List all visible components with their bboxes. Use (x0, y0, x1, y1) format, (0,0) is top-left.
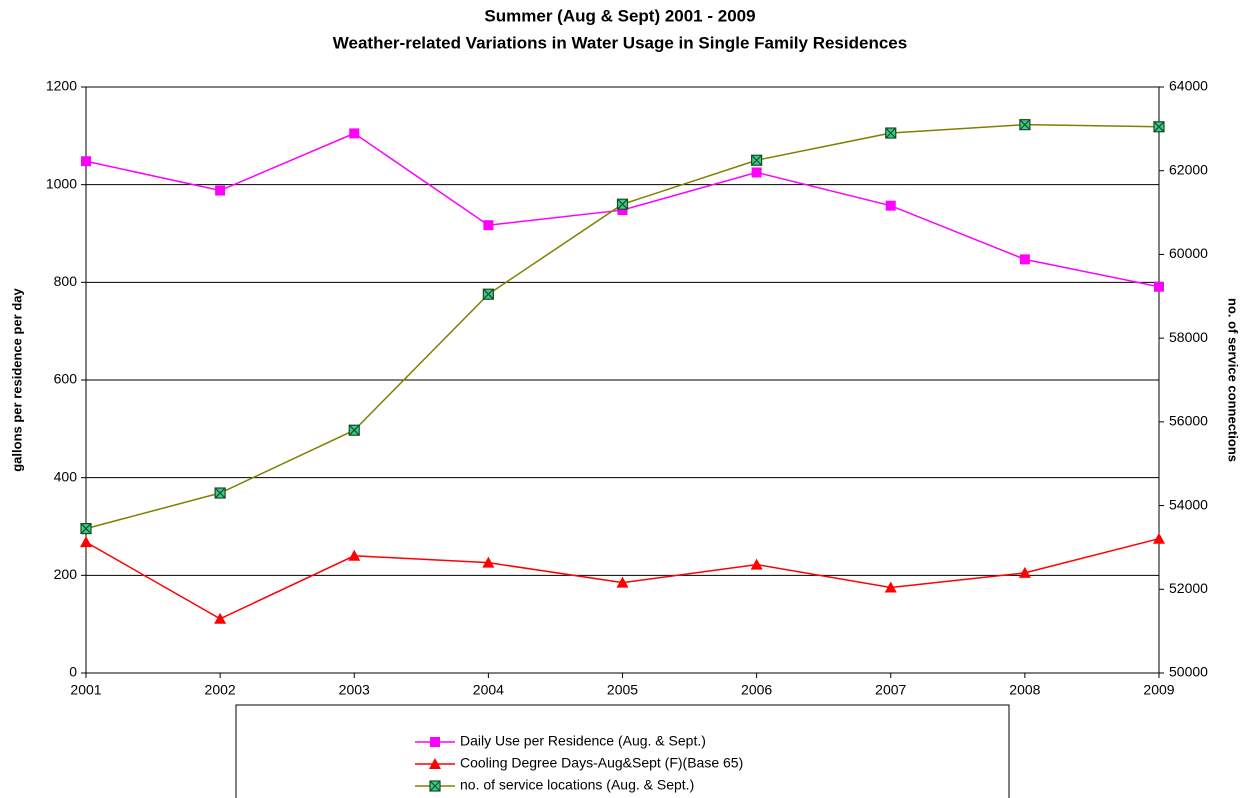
y-tick-label: 200 (54, 566, 78, 582)
legend-label: Daily Use per Residence (Aug. & Sept.) (460, 733, 706, 749)
x-tick-label: 2004 (473, 682, 504, 698)
marker (215, 185, 226, 196)
x-tick-label: 2002 (205, 682, 236, 698)
y2-tick-label: 50000 (1169, 664, 1208, 680)
y2-tick-label: 56000 (1169, 413, 1208, 429)
marker-cross (214, 487, 226, 499)
marker (616, 576, 629, 588)
marker (1018, 566, 1031, 578)
marker (349, 128, 360, 139)
x-tick-label: 2006 (741, 682, 772, 698)
marker-cross (80, 523, 92, 535)
y-tick-label: 800 (54, 273, 78, 289)
marker-cross (751, 154, 763, 166)
marker (214, 612, 227, 624)
marker-cross (885, 127, 897, 139)
chart-title: Weather-related Variations in Water Usag… (333, 33, 907, 52)
marker-cross (617, 198, 628, 210)
y2-tick-label: 62000 (1169, 161, 1208, 177)
marker-cross (482, 288, 494, 300)
line (85, 123, 1160, 530)
marker (430, 737, 440, 747)
marker (885, 200, 896, 211)
marker (884, 581, 897, 593)
y-tick-label: 600 (54, 371, 78, 387)
x-tick-label: 2009 (1143, 682, 1174, 698)
marker (348, 549, 361, 561)
y2-tick-label: 60000 (1169, 245, 1208, 261)
marker-cross (348, 424, 360, 436)
marker-cross (1019, 119, 1031, 131)
legend-box (235, 704, 1010, 798)
marker (750, 558, 763, 570)
y2-tick-label: 64000 (1169, 78, 1208, 94)
marker (617, 205, 628, 216)
marker (751, 167, 762, 178)
marker-cross (429, 780, 441, 792)
x-tick-label: 2001 (70, 682, 101, 698)
marker (482, 556, 495, 568)
y2-tick-label: 58000 (1169, 329, 1208, 345)
marker-cross (1153, 121, 1165, 133)
marker (1153, 532, 1165, 544)
y2-tick-label: 54000 (1169, 496, 1208, 512)
y-axis-label: gallons per residence per day (9, 287, 24, 471)
x-tick-label: 2008 (1009, 682, 1040, 698)
chart-title: Summer (Aug & Sept) 2001 - 2009 (484, 6, 755, 25)
marker (1154, 281, 1164, 292)
x-tick-label: 2003 (339, 682, 370, 698)
marker (1019, 254, 1030, 265)
x-tick-label: 2007 (875, 682, 906, 698)
marker (483, 220, 494, 231)
x-tick-label: 2005 (607, 682, 638, 698)
marker (429, 758, 441, 769)
marker (81, 156, 91, 167)
y-tick-label: 1200 (46, 78, 77, 94)
y2-axis-label: no. of service connections (1226, 298, 1241, 462)
legend-label: no. of service locations (Aug. & Sept.) (460, 777, 694, 793)
y2-tick-label: 52000 (1169, 580, 1208, 596)
legend-label: Cooling Degree Days-Aug&Sept (F)(Base 65… (460, 755, 743, 771)
marker (80, 536, 92, 548)
y-tick-label: 400 (54, 468, 78, 484)
y-tick-label: 0 (69, 664, 77, 680)
y-tick-label: 1000 (46, 175, 77, 191)
